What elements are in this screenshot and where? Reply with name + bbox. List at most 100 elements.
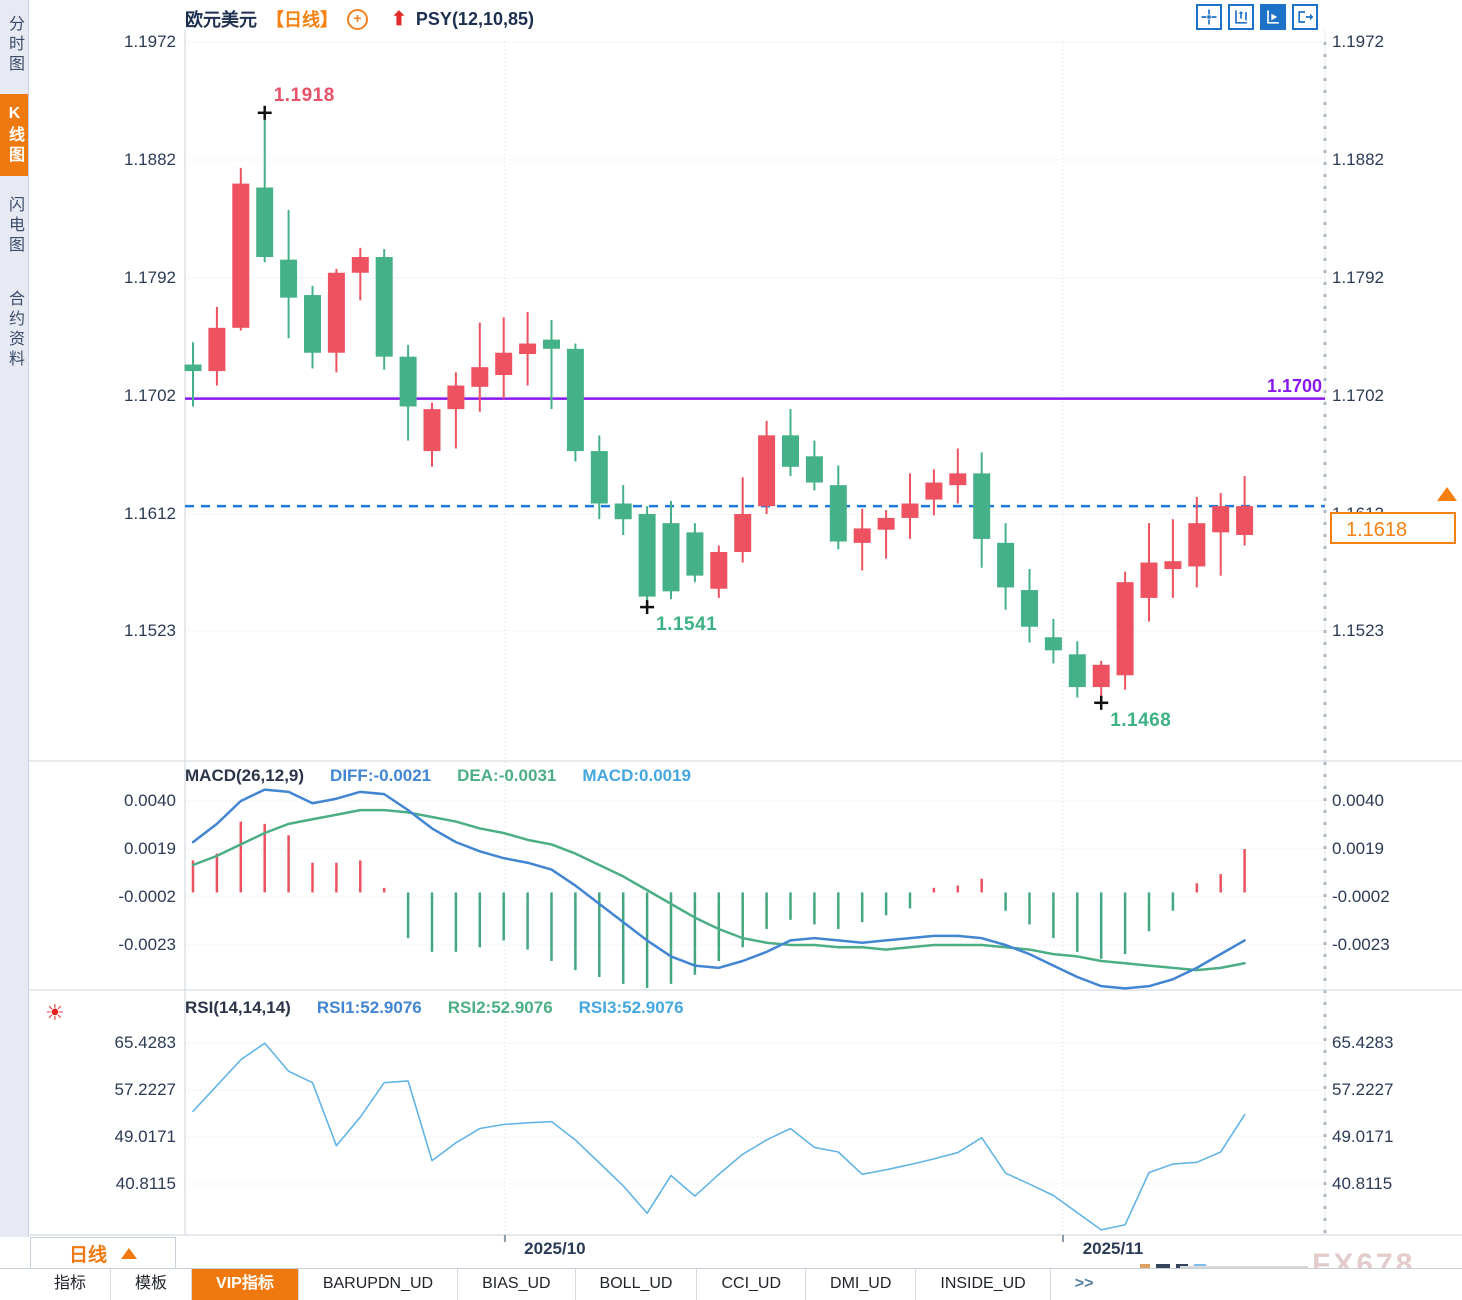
macd-tick-right: 0.0040 — [1332, 791, 1384, 810]
indicator-label: PSY(12,10,85) — [415, 8, 534, 29]
macd-header: MACD(26,12,9) DIFF:-0.0021 DEA:-0.0031 M… — [185, 766, 691, 786]
rsi-tick-right: 65.4283 — [1332, 1033, 1394, 1052]
candle-body — [925, 482, 943, 500]
candle-body — [399, 356, 417, 407]
rsi-line — [192, 1042, 1246, 1231]
extreme-price-label: 1.1541 — [656, 614, 718, 636]
x-axis-label-month: 2025/10 — [524, 1239, 586, 1258]
triangle-up-icon — [121, 1248, 137, 1259]
macd-tick-left: 0.0019 — [124, 839, 176, 858]
macd-macd-value: MACD:0.0019 — [582, 766, 692, 785]
indicator-tab-4[interactable]: BARUPDN_UD — [299, 1269, 459, 1300]
candle-body — [471, 367, 489, 387]
current-price-badge: 1.1618 — [1330, 512, 1456, 544]
macd-tick-right: -0.0023 — [1332, 935, 1390, 954]
rsi-tick-left: 40.8115 — [115, 1174, 176, 1193]
indicator-tab-2[interactable]: 模板 — [111, 1269, 193, 1300]
candle-body — [495, 352, 513, 376]
up-arrow-icon: ⬆ — [391, 8, 407, 30]
price-tick-right: 1.1792 — [1332, 268, 1384, 287]
candle-body — [280, 259, 298, 298]
add-indicator-icon[interactable]: + — [347, 8, 368, 30]
collapse-right-icon[interactable] — [1292, 4, 1318, 30]
macd-diff-value: DIFF:-0.0021 — [330, 766, 432, 785]
macd-tick-right: 0.0019 — [1332, 839, 1384, 858]
rsi-tick-left: 57.2227 — [114, 1080, 176, 1099]
indicator-tab-10[interactable]: >> — [1074, 1275, 1094, 1292]
rsi3-value: RSI3:52.9076 — [578, 998, 684, 1017]
symbol-name: 欧元美元 — [185, 10, 257, 30]
candle-body — [877, 517, 895, 530]
rsi-tick-left: 65.4283 — [114, 1033, 176, 1052]
indicator-tab-9[interactable]: INSIDE_UD — [916, 1269, 1051, 1300]
period-tag[interactable]: 【日线】 — [266, 10, 338, 30]
indicator-tab-7[interactable]: CCI_UD — [697, 1269, 807, 1300]
candle-body — [543, 339, 560, 349]
candle-body — [973, 473, 991, 539]
indicator-tab-1[interactable]: 指标 — [30, 1269, 112, 1300]
indicator-tab-3[interactable]: VIP指标 — [192, 1269, 299, 1300]
sidebar-tab-1[interactable]: 分时图 — [6, 15, 23, 75]
candle-body — [208, 327, 226, 372]
indicator-settings-icon[interactable]: ☀ — [45, 1000, 65, 1025]
candle-body — [686, 532, 704, 576]
candle-body — [758, 435, 776, 507]
candle-body — [1116, 582, 1134, 676]
crosshair-icon[interactable] — [1196, 4, 1222, 30]
chart-toolbar — [1196, 4, 1318, 30]
price-tick-left: 1.1882 — [124, 150, 176, 169]
extreme-price-label: 1.1918 — [273, 84, 335, 106]
indicator-tab-6[interactable]: BOLL_UD — [576, 1269, 698, 1300]
candle-body — [734, 514, 752, 553]
macd-dea-value: DEA:-0.0031 — [457, 766, 557, 785]
candle-body — [662, 523, 680, 592]
price-tick-right: 1.1882 — [1332, 150, 1384, 169]
macd-tick-right: -0.0002 — [1332, 887, 1390, 906]
diff-line — [191, 788, 1246, 990]
auto-scroll-icon[interactable] — [1260, 4, 1286, 30]
axis-range-icon[interactable] — [1228, 4, 1254, 30]
candle-body — [184, 364, 202, 372]
price-tick-right: 1.1972 — [1332, 32, 1384, 51]
candle-body — [829, 485, 847, 542]
sidebar-tab-2[interactable]: K线图 — [0, 94, 28, 176]
candle-body — [997, 542, 1015, 588]
price-tick-right: 1.1523 — [1332, 620, 1384, 640]
rsi-header: RSI(14,14,14) RSI1:52.9076 RSI2:52.9076 … — [185, 998, 684, 1018]
indicator-tab-bar: 指标 模板 VIP指标 BARUPDN_UD BIAS_UD BOLL_UD CCI_UD D… — [0, 1268, 1462, 1300]
candle-body — [1044, 637, 1062, 651]
candle-body — [638, 514, 656, 597]
candle-body — [901, 503, 919, 518]
sidebar-tab-3[interactable]: 闪电图 — [6, 196, 23, 256]
rsi1-value: RSI1:52.9076 — [316, 998, 422, 1017]
indicator-tab-8[interactable]: DMI_UD — [806, 1269, 917, 1300]
candle-body — [853, 528, 871, 543]
candle-body — [949, 473, 967, 486]
candle-body — [805, 456, 823, 483]
candle-body — [1188, 523, 1206, 567]
candle-body — [1236, 506, 1254, 535]
candle-body — [519, 343, 537, 355]
period-selector[interactable]: 日线 — [30, 1237, 176, 1270]
period-selector-label: 日线 — [68, 1245, 107, 1266]
price-tick-left: 1.1972 — [124, 32, 176, 51]
sidebar-tab-4[interactable]: 合约资料 — [6, 290, 23, 370]
macd-tick-left: -0.0023 — [118, 935, 176, 954]
candle-body — [614, 503, 632, 520]
extreme-price-label: 1.1468 — [1110, 709, 1172, 731]
candle-body — [447, 385, 465, 410]
rsi-tick-right: 49.0171 — [1332, 1127, 1394, 1146]
rsi-title: RSI(14,14,14) — [185, 998, 291, 1017]
candle-body — [351, 257, 369, 273]
candle-body — [1212, 506, 1230, 533]
candle-body — [375, 257, 393, 357]
price-tick-right: 1.1702 — [1332, 386, 1384, 405]
rsi-tick-right: 57.2227 — [1332, 1080, 1394, 1099]
candle-body — [590, 451, 608, 504]
horizontal-line-price-label: 1.1700 — [1266, 376, 1322, 396]
chart-header: 欧元美元 【日线】 + ⬆ PSY(12,10,85) — [185, 6, 534, 32]
indicator-tab-5[interactable]: BIAS_UD — [458, 1269, 576, 1300]
candle-body — [304, 295, 321, 353]
candle-body — [1140, 562, 1158, 598]
